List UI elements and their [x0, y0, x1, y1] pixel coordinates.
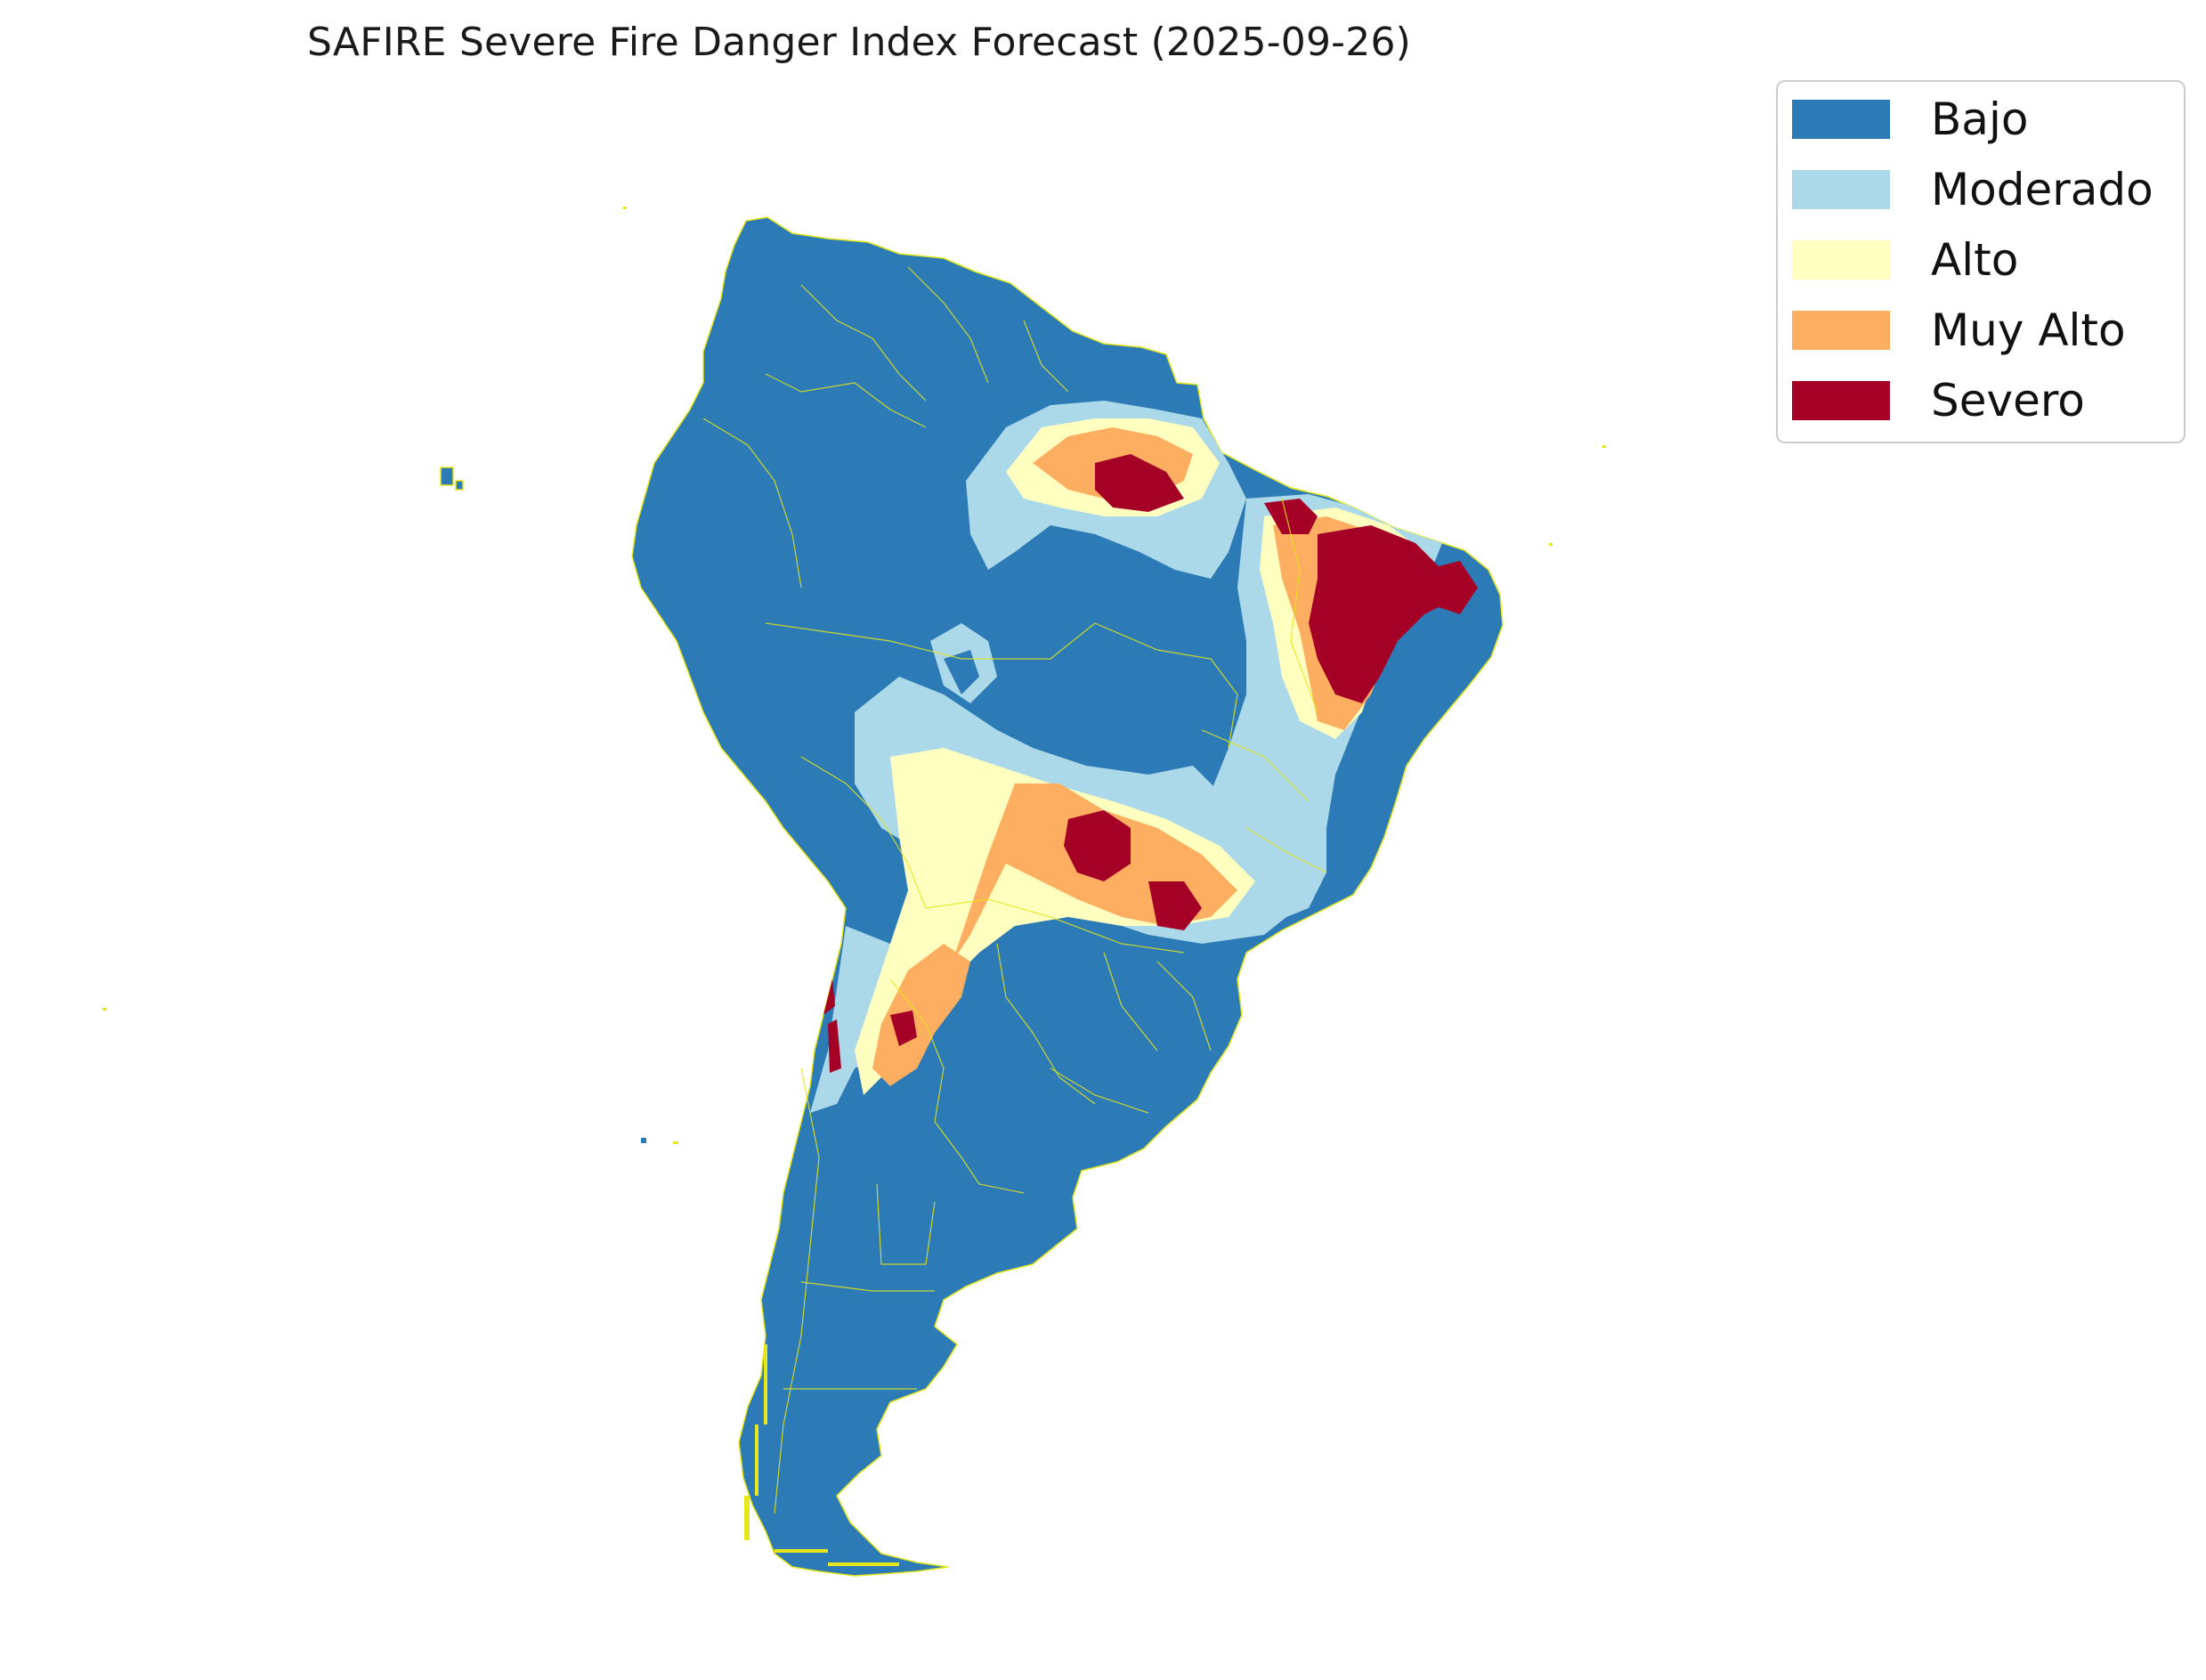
fire-danger-zones — [792, 401, 1478, 1113]
legend-label-moderado: Moderado — [1931, 164, 2153, 215]
legend-label-bajo: Bajo — [1931, 93, 2029, 145]
legend-swatch-alto — [1792, 240, 1890, 280]
legend-label-muy-alto: Muy Alto — [1931, 304, 2126, 356]
legend-item-moderado: Moderado — [1778, 165, 2184, 215]
legend-swatch-bajo — [1792, 100, 1890, 139]
small-islands — [102, 207, 1606, 1144]
map-legend: Bajo Moderado Alto Muy Alto Severo — [1776, 80, 2186, 443]
admin-borders — [702, 266, 1327, 1514]
legend-swatch-moderado — [1792, 170, 1890, 209]
zone-bajo-interior — [944, 570, 1211, 757]
legend-swatch-severo — [1792, 381, 1890, 420]
legend-label-alto: Alto — [1931, 234, 2019, 286]
legend-item-muy-alto: Muy Alto — [1778, 305, 2184, 355]
legend-item-alto: Alto — [1778, 235, 2184, 285]
legend-item-bajo: Bajo — [1778, 94, 2184, 144]
legend-label-severo: Severo — [1931, 375, 2085, 426]
map-title: SAFIRE Severe Fire Danger Index Forecast… — [306, 20, 1412, 65]
zone-severo — [792, 454, 1478, 1073]
legend-item-severo: Severo — [1778, 376, 2184, 426]
fjord-coastline — [744, 1344, 899, 1566]
legend-swatch-muy-alto — [1792, 311, 1890, 350]
